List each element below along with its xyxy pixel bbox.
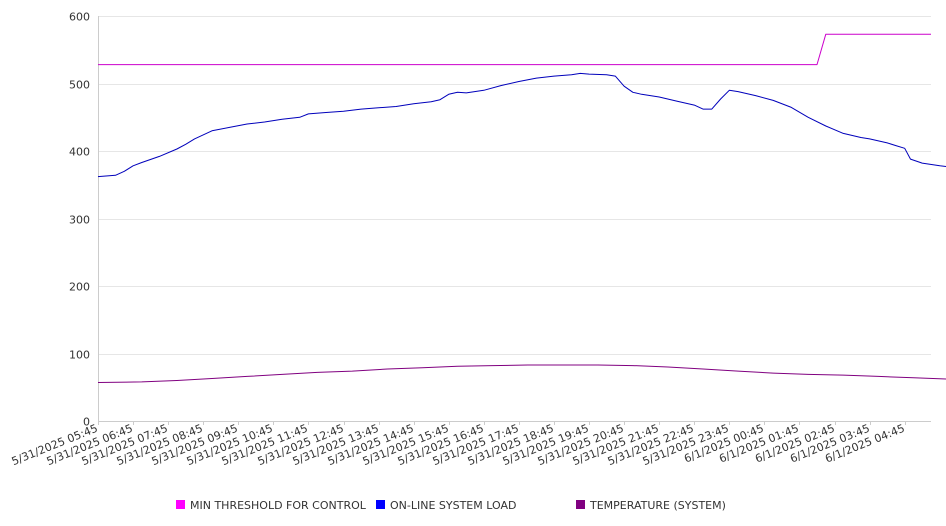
y-axis-tick-labels: 0 100 200 300 400 500 600 [69,11,90,429]
y-tick-label: 400 [69,146,90,159]
legend-swatch [576,500,585,509]
legend-swatch [376,500,385,509]
legend-label: ON-LINE SYSTEM LOAD [390,499,516,512]
series-line-3 [97,364,946,383]
y-tick-label: 0 [83,416,90,429]
x-axis-tick-labels: 5/31/2025 05:455/31/2025 06:455/31/2025 … [10,422,907,468]
y-tick-label: 500 [69,79,90,92]
y-tick-label: 200 [69,281,90,294]
grid-lines [98,16,931,355]
y-tick-label: 300 [69,214,90,227]
y-tick-label: 600 [69,11,90,24]
chart-axes [98,16,931,425]
y-tick-label: 100 [69,349,90,362]
series-lines [97,33,946,383]
series-line-2 [97,72,946,178]
legend-label: MIN THRESHOLD FOR CONTROL [190,499,367,512]
legend-label: TEMPERATURE (SYSTEM) [589,499,726,512]
series-line-1 [98,33,931,66]
legend: MIN THRESHOLD FOR CONTROL ON-LINE SYSTEM … [176,499,726,512]
legend-swatch [176,500,185,509]
